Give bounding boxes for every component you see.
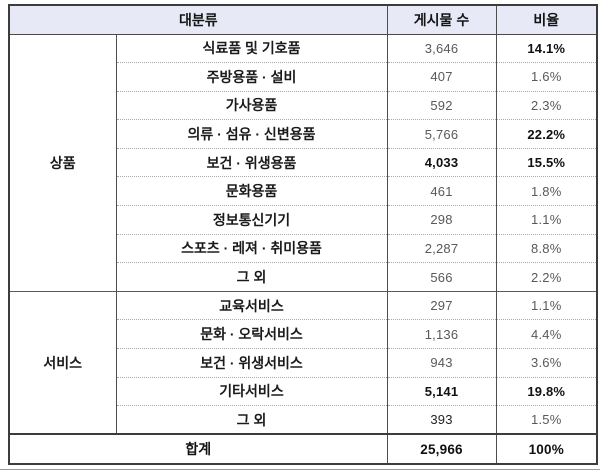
subcategory-cell: 보건 · 위생용품 xyxy=(115,147,388,177)
ratio-cell: 1.8% xyxy=(495,176,598,206)
total-label-cell: 합계 xyxy=(185,441,212,458)
subcategory-cell: 주방용품 · 설비 xyxy=(115,62,388,92)
header-row: 대분류 게시물 수 비율 xyxy=(9,5,598,35)
table-row: 의류 · 섬유 · 신변용품 5,766 22.2% xyxy=(9,119,598,149)
count-cell: 393 xyxy=(386,405,497,435)
ratio-cell: 22.2% xyxy=(495,119,598,149)
count-cell: 298 xyxy=(386,205,497,235)
subcategory-cell: 문화 · 오락서비스 xyxy=(115,319,388,349)
subcategory-cell: 보건 · 위생서비스 xyxy=(115,348,388,378)
ratio-cell: 2.3% xyxy=(495,90,598,120)
column-header-count: 게시물 수 xyxy=(386,5,497,35)
subcategory-cell: 기타서비스 xyxy=(115,376,388,406)
count-cell: 4,033 xyxy=(386,147,497,177)
count-cell: 1,136 xyxy=(386,319,497,349)
table-row: 문화용품 461 1.8% xyxy=(9,176,598,206)
count-cell: 407 xyxy=(386,62,497,92)
ratio-cell: 1.5% xyxy=(495,405,598,435)
count-cell: 2,287 xyxy=(386,233,497,263)
total-row: 합계 25,966 100% xyxy=(9,434,598,465)
table-row: 기타서비스 5,141 19.8% xyxy=(9,376,598,406)
table-row: 가사용품 592 2.3% xyxy=(9,90,598,120)
table-header: 대분류 게시물 수 비율 xyxy=(9,5,598,35)
total-ratio-cell: 100% xyxy=(495,434,598,465)
table-row: 스포츠 · 레져 · 취미용품 2,287 8.8% xyxy=(9,233,598,263)
count-cell: 566 xyxy=(386,262,497,292)
table-row: 보건 · 위생용품 4,033 15.5% xyxy=(9,147,598,177)
subcategory-cell: 정보통신기기 xyxy=(115,205,388,235)
subcategory-cell: 그 외 xyxy=(115,405,388,435)
group-cell-products: 상품 xyxy=(9,34,116,292)
ratio-cell: 1.1% xyxy=(495,205,598,235)
count-cell: 5,766 xyxy=(386,119,497,149)
count-cell: 297 xyxy=(386,291,497,320)
ratio-cell: 14.1% xyxy=(495,34,598,63)
group-cell-services: 서비스 xyxy=(9,291,116,435)
table-row: 그 외 566 2.2% xyxy=(9,262,598,292)
subcategory-cell: 교육서비스 xyxy=(115,291,388,320)
ratio-cell: 2.2% xyxy=(495,262,598,292)
table-row: 서비스 교육서비스 297 1.1% xyxy=(9,291,598,435)
ratio-cell: 4.4% xyxy=(495,319,598,349)
subcategory-cell: 그 외 xyxy=(115,262,388,292)
ratio-cell: 1.6% xyxy=(495,62,598,92)
ratio-cell: 15.5% xyxy=(495,147,598,177)
ratio-cell: 19.8% xyxy=(495,376,598,406)
subcategory-cell: 문화용품 xyxy=(115,176,388,206)
table-row: 문화 · 오락서비스 1,136 4.4% xyxy=(9,319,598,349)
ratio-cell: 3.6% xyxy=(495,348,598,378)
count-cell: 592 xyxy=(386,90,497,120)
count-cell: 461 xyxy=(386,176,497,206)
subcategory-cell: 의류 · 섬유 · 신변용품 xyxy=(115,119,388,149)
table-row: 그 외 393 1.5% xyxy=(9,405,598,435)
category-stats-table: 대분류 게시물 수 비율 상품 식료품 및 기호품 3,646 14.1% 주방… xyxy=(8,4,599,466)
ratio-cell: 8.8% xyxy=(495,233,598,263)
count-cell: 3,646 xyxy=(386,34,497,63)
subcategory-cell: 스포츠 · 레져 · 취미용품 xyxy=(115,233,388,263)
table-footer: 합계 25,966 100% xyxy=(9,434,598,465)
page-divider-line xyxy=(0,469,600,470)
subcategory-cell: 식료품 및 기호품 xyxy=(115,34,388,63)
group-services: 서비스 교육서비스 297 1.1% 문화 · 오락서비스 1,136 4.4%… xyxy=(9,291,598,435)
ratio-cell: 1.1% xyxy=(495,291,598,320)
total-count-cell: 25,966 xyxy=(386,434,497,465)
table-row: 상품 식료품 및 기호품 3,646 14.1% xyxy=(9,34,598,292)
table-row: 정보통신기기 298 1.1% xyxy=(9,205,598,235)
subcategory-cell: 가사용품 xyxy=(115,90,388,120)
count-cell: 5,141 xyxy=(386,376,497,406)
count-cell: 943 xyxy=(386,348,497,378)
table-row: 보건 · 위생서비스 943 3.6% xyxy=(9,348,598,378)
table-row: 주방용품 · 설비 407 1.6% xyxy=(9,62,598,92)
column-header-ratio: 비율 xyxy=(495,5,598,35)
group-products: 상품 식료품 및 기호품 3,646 14.1% 주방용품 · 설비 407 1… xyxy=(9,34,598,292)
column-header-category: 대분류 xyxy=(9,5,388,35)
